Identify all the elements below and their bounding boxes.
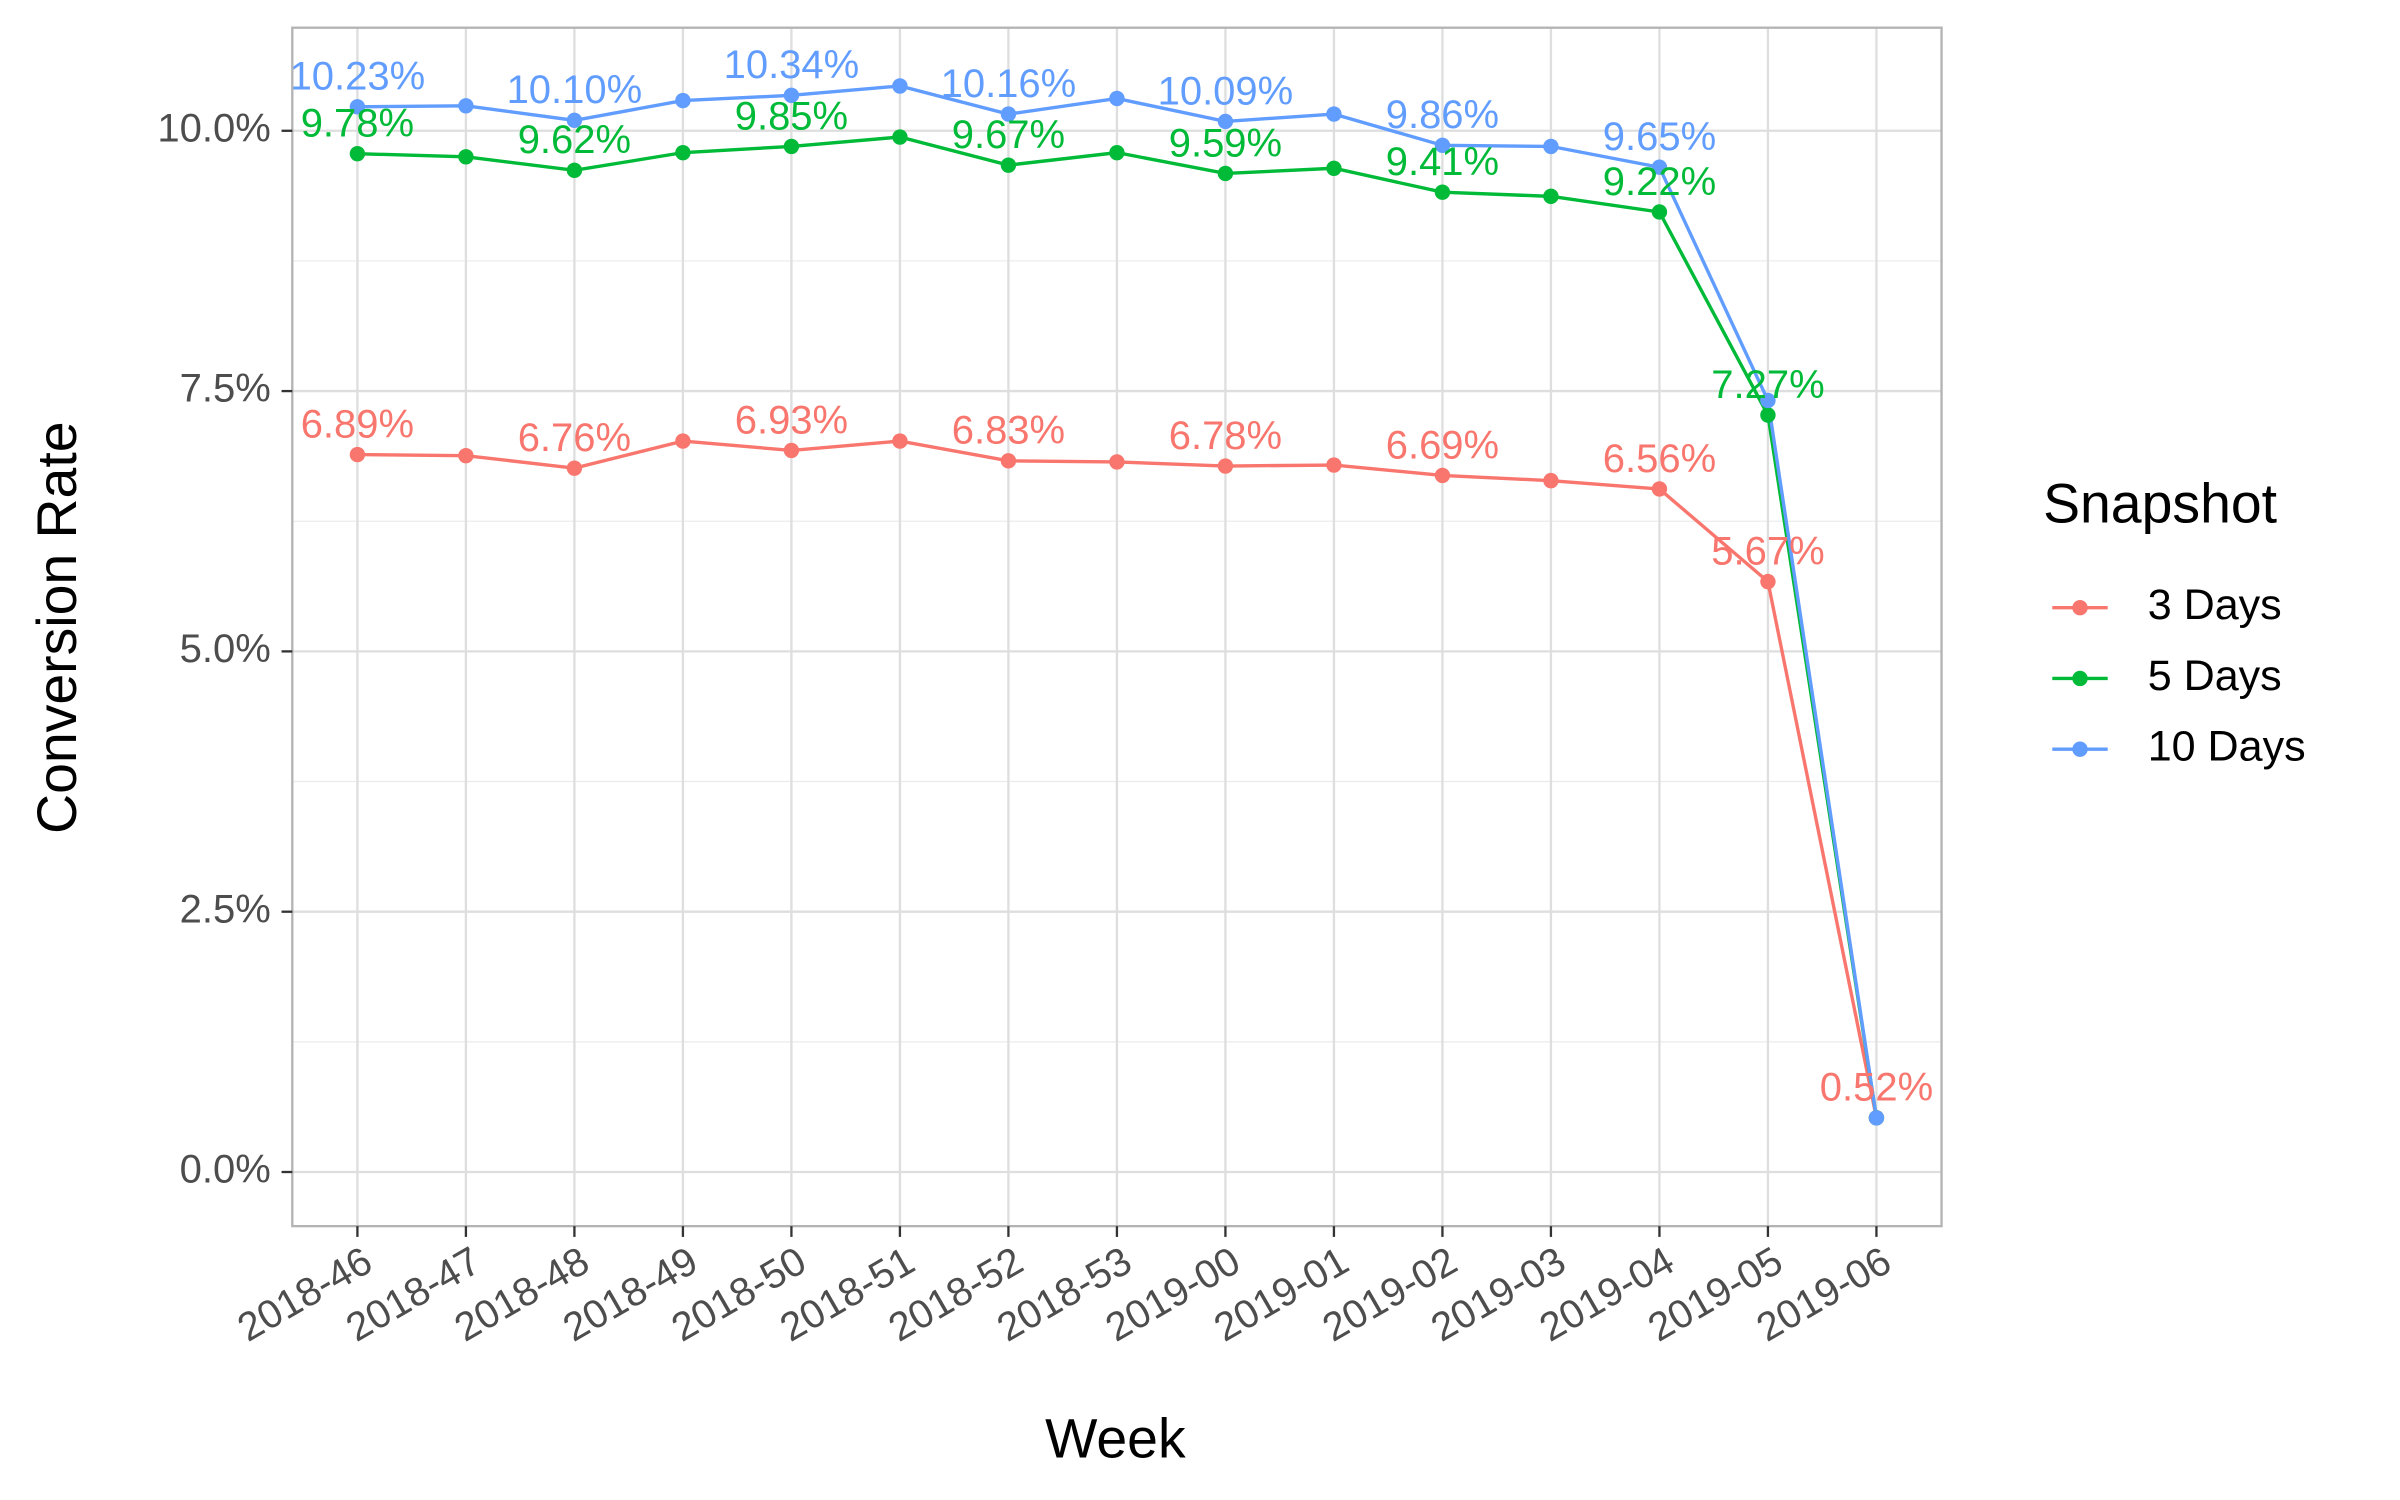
legend: 3 Days 5 Days 10 Days — [2052, 581, 2306, 771]
data-label: 6.93% — [735, 398, 848, 442]
data-point — [349, 446, 366, 463]
data-label: 9.86% — [1386, 93, 1499, 137]
data-point — [1000, 453, 1017, 469]
data-label: 9.67% — [952, 113, 1065, 157]
data-point — [1000, 106, 1017, 122]
data-point — [783, 138, 800, 155]
data-label: 6.56% — [1603, 437, 1716, 481]
data-point — [892, 433, 908, 449]
plot-area: 6.89% 6.76% 6.93% 6.83% 6.78% 6.69% 6.56% 5.67%… — [290, 43, 1933, 1126]
data-label: 7.27% — [1711, 363, 1824, 407]
data-label: 6.76% — [518, 416, 631, 460]
data-point — [458, 98, 474, 114]
y-axis-title: Conversion Rate — [26, 421, 88, 833]
data-point — [1217, 113, 1234, 130]
data-label: 10.23% — [290, 55, 426, 99]
data-label: 9.65% — [1603, 115, 1716, 159]
data-point — [349, 99, 366, 115]
legend-label: 5 Days — [2148, 652, 2282, 700]
data-label: 9.59% — [1169, 121, 1282, 165]
data-point — [1109, 144, 1125, 161]
data-label: 6.89% — [301, 402, 414, 446]
data-point — [1326, 106, 1342, 122]
data-point — [1651, 481, 1668, 497]
data-point — [1217, 458, 1234, 474]
data-point — [1868, 1110, 1885, 1126]
data-point — [1760, 392, 1776, 409]
data-label: 9.85% — [735, 94, 848, 138]
grid — [292, 27, 1942, 1227]
data-point — [892, 129, 908, 145]
data-label: 10.16% — [941, 62, 1077, 106]
legend-point — [2072, 670, 2088, 687]
data-point — [1434, 184, 1451, 200]
data-point — [566, 460, 583, 476]
data-label: 6.78% — [1169, 414, 1282, 458]
data-point — [349, 145, 366, 162]
y-tick-label: 7.5% — [180, 367, 271, 411]
legend-point — [2072, 600, 2088, 616]
y-tick-label: 0.0% — [180, 1148, 271, 1192]
data-label: 6.83% — [952, 409, 1065, 453]
data-point — [1109, 454, 1125, 470]
data-point — [1760, 407, 1776, 423]
data-point — [783, 442, 800, 459]
legend-label: 10 Days — [2148, 723, 2306, 771]
data-point — [1760, 573, 1776, 590]
data-point — [1651, 204, 1668, 220]
data-point — [1326, 160, 1342, 176]
data-label: 9.62% — [518, 118, 631, 162]
y-tick-label: 10.0% — [157, 106, 270, 150]
data-point — [783, 87, 800, 104]
data-point — [1651, 159, 1668, 175]
data-point — [1543, 188, 1559, 205]
data-label: 10.09% — [1158, 69, 1294, 113]
data-label: 10.10% — [507, 68, 643, 112]
data-point — [675, 144, 691, 161]
data-point — [458, 149, 474, 165]
data-point — [1543, 138, 1559, 155]
x-axis-title: Week — [1045, 1408, 1186, 1470]
data-label: 9.78% — [301, 102, 414, 146]
data-point — [566, 162, 583, 179]
legend-title: Snapshot — [2043, 472, 2277, 534]
data-point — [458, 447, 474, 464]
data-label: 9.22% — [1603, 160, 1716, 204]
data-label: 6.69% — [1386, 423, 1499, 467]
data-label: 5.67% — [1711, 529, 1824, 573]
data-label: 9.41% — [1386, 140, 1499, 184]
data-point — [675, 92, 691, 109]
data-point — [1109, 90, 1125, 107]
legend-label: 3 Days — [2148, 581, 2282, 629]
data-point — [1434, 137, 1451, 154]
data-label: 0.52% — [1820, 1066, 1933, 1110]
data-point — [675, 433, 691, 449]
y-tick-label: 5.0% — [180, 627, 271, 671]
data-point — [1434, 467, 1451, 484]
data-point — [892, 78, 908, 94]
data-label: 10.34% — [724, 43, 860, 87]
data-point — [1543, 472, 1559, 489]
data-point — [1326, 457, 1342, 473]
legend-point — [2072, 741, 2088, 757]
data-point — [1000, 157, 1017, 173]
data-point — [566, 112, 583, 129]
y-tick-label: 2.5% — [180, 887, 271, 931]
data-point — [1217, 165, 1234, 182]
